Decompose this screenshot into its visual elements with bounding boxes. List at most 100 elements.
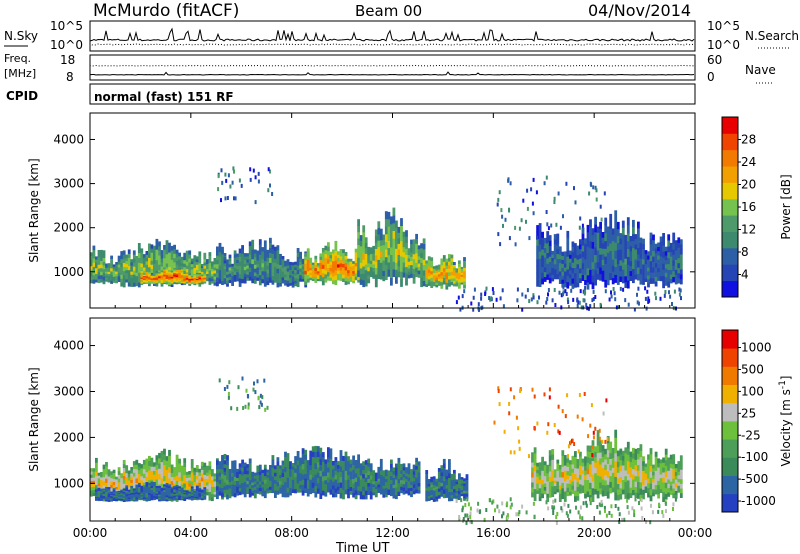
data-cell [229,184,232,189]
data-cell [112,272,116,275]
data-cell [274,483,277,488]
data-cell [247,402,250,407]
data-cell [535,190,538,195]
data-cell [599,204,602,209]
data-cell [669,278,673,284]
data-cell [266,277,270,282]
data-cell [589,233,592,242]
data-cell [553,491,557,495]
data-cell [662,477,665,483]
data-cell [642,475,645,481]
data-cell [377,240,381,248]
data-cell [208,487,212,492]
data-cell [626,492,630,500]
data-cell [90,255,93,260]
data-cell [432,281,436,285]
data-cell [526,188,529,193]
data-cell [183,499,187,501]
data-cell [248,267,252,272]
data-cell [571,455,575,461]
data-cell [558,489,562,494]
data-cell [463,257,466,261]
data-cell [216,281,219,287]
data-cell [183,281,187,284]
data-cell [647,296,650,301]
data-cell [420,262,423,268]
data-cell [107,493,111,496]
data-cell [347,281,350,285]
data-cell [137,282,141,288]
data-cell [652,272,655,279]
data-cell [359,246,363,252]
data-cell [532,501,535,506]
data-cell [627,510,630,515]
data-cell [337,264,340,268]
data-cell [574,200,577,205]
data-cell [422,254,426,260]
data-cell [241,471,244,476]
data-cell [639,488,643,495]
data-cell [349,261,353,265]
data-cell [132,498,136,501]
data-cell [556,481,560,486]
data-cell [247,405,250,410]
data-cell [92,486,96,490]
data-cell [281,480,285,486]
data-cell [629,467,633,473]
data-cell [130,476,134,480]
data-cell [599,440,602,447]
data-cell [97,496,101,499]
data-cell [188,280,192,282]
data-cell [384,491,388,495]
data-cell [160,262,164,267]
data-cell [621,248,625,256]
data-cell [405,230,408,237]
data-cell [190,279,194,282]
data-cell [367,474,371,479]
data-cell [548,476,552,482]
data-cell [502,304,505,309]
data-cell [190,459,194,464]
data-cell [105,494,108,497]
data-cell [669,481,673,486]
data-cell [647,279,650,284]
data-cell [629,250,633,257]
data-cell [148,262,151,268]
data-cell [561,488,565,494]
data-cell [95,267,98,272]
data-cell [180,256,184,261]
data-cell [369,483,373,488]
data-cell [140,485,144,488]
data-cell [624,258,628,265]
data-cell [397,478,401,484]
data-cell [115,497,118,500]
data-cell [132,492,136,495]
data-cell [392,494,396,499]
data-cell [584,488,587,494]
data-cell [165,272,169,276]
data-cell [604,289,607,294]
data-cell [377,481,381,485]
data-cell [102,261,106,266]
data-cell [190,263,194,267]
data-cell [294,280,297,284]
data-cell [644,483,648,487]
data-cell [440,261,444,266]
data-cell [626,480,630,487]
data-cell [274,486,277,491]
data-cell [624,464,628,471]
data-cell [616,235,620,244]
data-cell [314,255,318,260]
data-cell [536,486,539,491]
data-cell [672,238,676,244]
data-cell [251,254,255,260]
data-cell [619,448,623,455]
data-cell [90,276,93,280]
data-cell [269,257,272,263]
data-cell [251,263,255,269]
data-cell [581,223,584,228]
data-cell [160,250,164,255]
data-cell [571,481,575,486]
data-cell [427,491,431,494]
data-cell [256,478,260,482]
